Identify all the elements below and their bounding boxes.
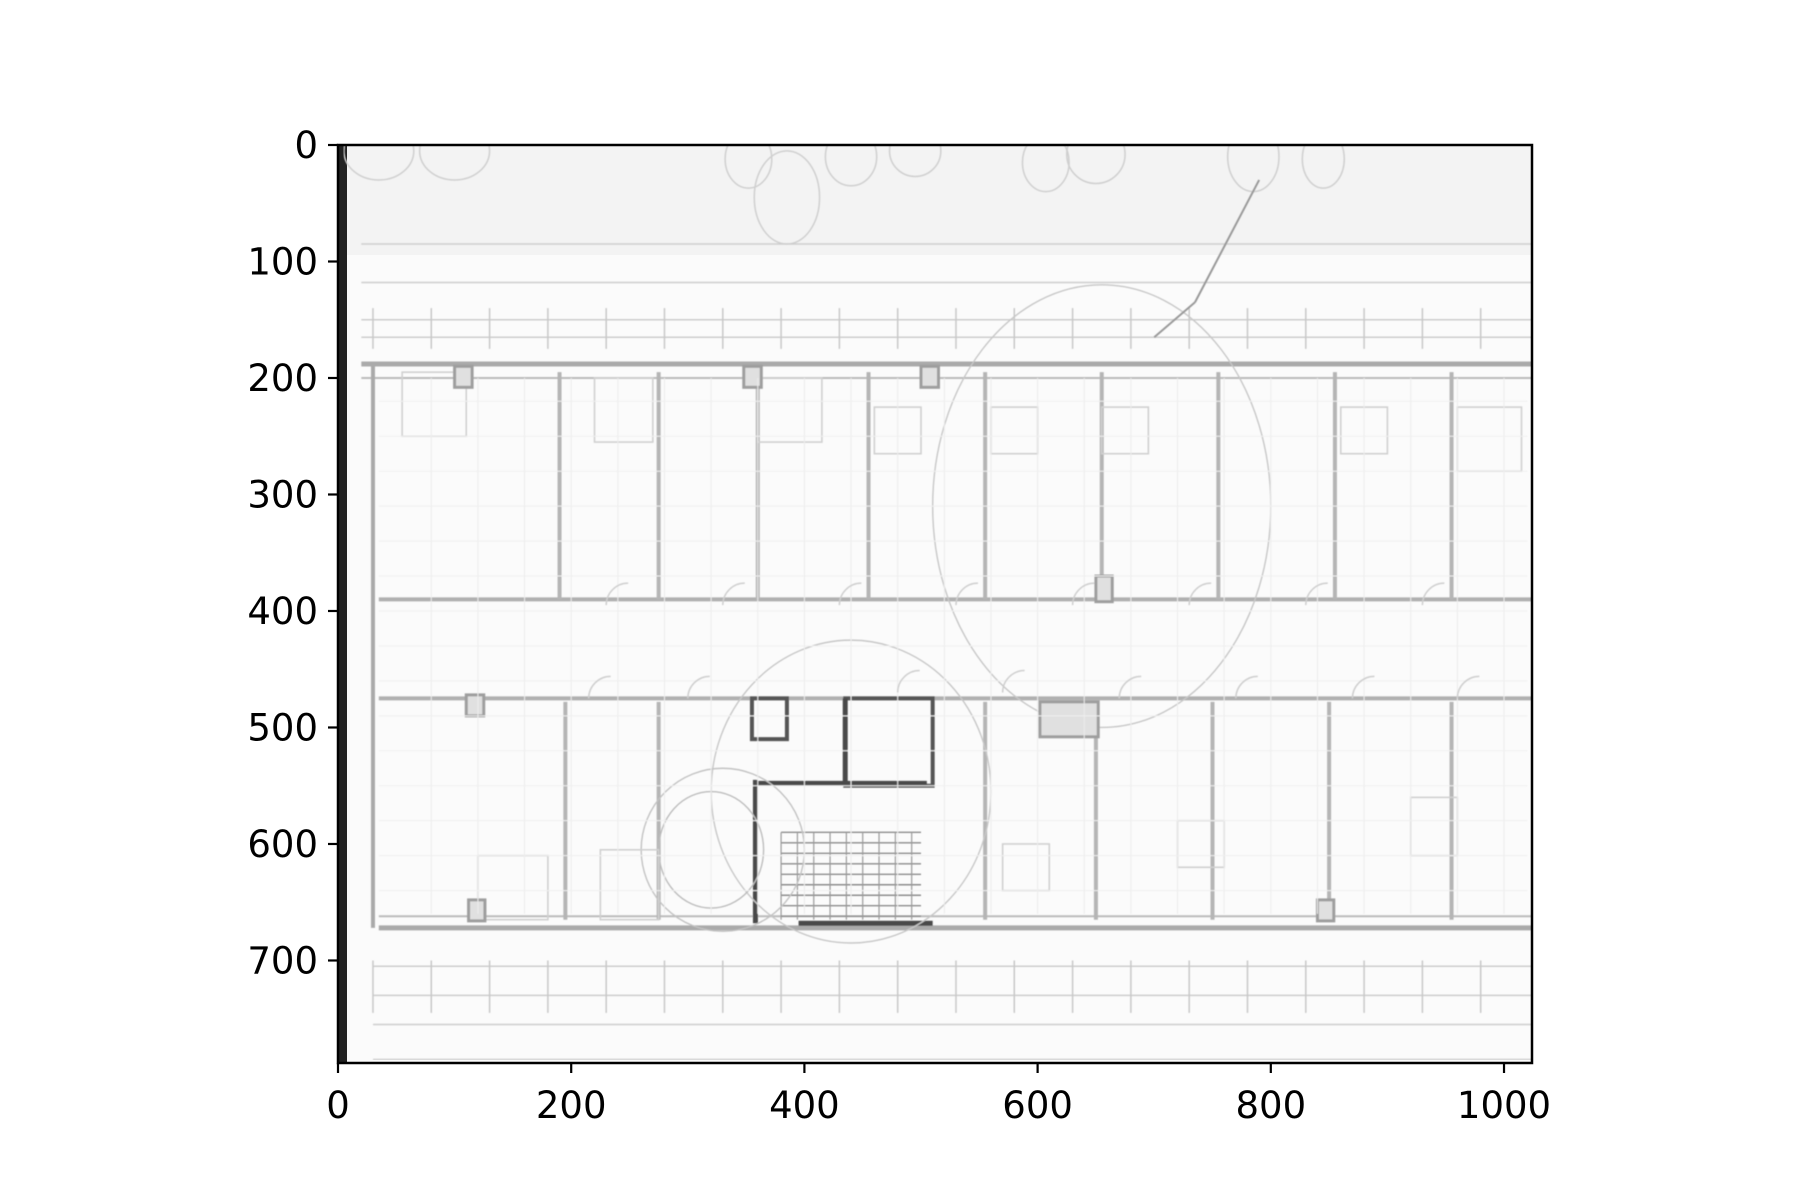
floor-plan-image <box>338 145 1532 1063</box>
y-tick-label: 0 <box>294 124 318 167</box>
y-axis: 0 100 200 300 400 500 600 700 <box>247 124 338 982</box>
x-axis: 0 200 400 600 800 1000 <box>326 1063 1551 1127</box>
y-tick-label: 300 <box>247 473 318 516</box>
x-tick-label: 400 <box>769 1084 840 1127</box>
y-tick-label: 400 <box>247 590 318 633</box>
x-tick-label: 0 <box>326 1084 350 1127</box>
y-tick-label: 700 <box>247 939 318 982</box>
axes-frame <box>336 143 1534 1065</box>
x-tick-label: 600 <box>1002 1084 1073 1127</box>
y-tick-label: 600 <box>247 823 318 866</box>
y-tick-label: 100 <box>247 240 318 283</box>
x-tick-label: 1000 <box>1457 1084 1551 1127</box>
y-tick-label: 200 <box>247 357 318 400</box>
x-tick-label: 200 <box>536 1084 607 1127</box>
x-tick-label: 800 <box>1236 1084 1307 1127</box>
y-tick-label: 500 <box>247 706 318 749</box>
